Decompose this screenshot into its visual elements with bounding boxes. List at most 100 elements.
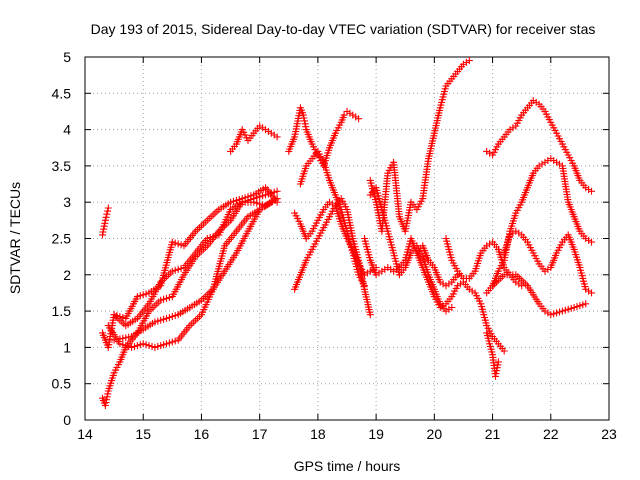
series-track-u xyxy=(483,329,502,380)
data-point xyxy=(212,232,220,240)
data-point xyxy=(270,188,278,196)
data-point xyxy=(103,210,111,218)
y-tick-label: 1.5 xyxy=(52,303,72,319)
data-point xyxy=(128,343,136,351)
y-tick-label: 5 xyxy=(63,49,71,65)
data-point xyxy=(142,341,150,349)
data-point xyxy=(564,305,572,313)
data-point xyxy=(227,198,235,206)
data-point xyxy=(104,207,112,215)
x-tick-label: 14 xyxy=(77,426,93,442)
data-point xyxy=(259,192,267,200)
data-point xyxy=(238,198,246,206)
data-point xyxy=(493,367,501,375)
series-track-f xyxy=(110,195,281,344)
data-point xyxy=(100,222,108,230)
x-tick-label: 18 xyxy=(310,426,326,442)
series-track-a xyxy=(99,204,112,239)
y-axis-ticks: 0 0.5 1 1.5 2 2.5 3 3.5 4 4.5 5 xyxy=(52,49,609,428)
data-point xyxy=(103,396,110,404)
data-point xyxy=(154,343,162,350)
data-point xyxy=(273,187,281,195)
x-tick-label: 22 xyxy=(543,426,559,442)
data-point xyxy=(119,334,127,342)
data-point xyxy=(165,339,173,347)
data-point xyxy=(570,304,578,311)
data-point xyxy=(588,238,595,246)
data-point xyxy=(493,364,501,372)
x-tick-label: 16 xyxy=(194,426,210,442)
series-track-h xyxy=(285,104,363,170)
series-track-g xyxy=(227,122,281,155)
data-point xyxy=(448,304,456,311)
data-point xyxy=(122,342,130,350)
data-point xyxy=(163,314,170,322)
data-point xyxy=(301,117,308,125)
y-tick-label: 4 xyxy=(63,122,71,138)
data-point xyxy=(125,333,133,341)
data-point xyxy=(171,337,179,345)
data-point xyxy=(241,197,249,205)
data-point xyxy=(174,265,182,273)
data-point xyxy=(104,204,112,212)
data-point xyxy=(133,342,141,350)
data-point xyxy=(494,358,502,366)
data-point xyxy=(250,195,258,203)
data-point xyxy=(576,302,584,310)
y-tick-label: 0 xyxy=(63,412,71,428)
data-point xyxy=(171,239,179,247)
x-tick-label: 15 xyxy=(135,426,151,442)
data-point xyxy=(340,111,348,119)
data-point xyxy=(157,316,165,324)
series-track-r xyxy=(500,227,595,297)
series-track-s xyxy=(483,155,595,297)
data-point xyxy=(256,193,264,201)
series-track-c xyxy=(99,195,281,409)
series-track-l xyxy=(366,57,473,235)
data-point xyxy=(299,111,307,119)
y-tick-label: 2.5 xyxy=(52,231,72,247)
data-point xyxy=(168,338,176,346)
data-point xyxy=(160,341,168,349)
y-tick-label: 3 xyxy=(63,194,71,210)
chart-title: Day 193 of 2015, Sidereal Day-to-day VTE… xyxy=(91,21,596,37)
data-point xyxy=(131,343,138,350)
data-point xyxy=(163,294,170,302)
data-point xyxy=(103,393,111,401)
data-point xyxy=(165,314,173,321)
data-point xyxy=(573,303,581,311)
series-track-p xyxy=(442,235,526,290)
data-point xyxy=(247,196,255,203)
data-point xyxy=(165,294,173,301)
data-point xyxy=(588,289,595,297)
data-point xyxy=(267,189,275,197)
data-point xyxy=(116,335,124,343)
data-points xyxy=(99,57,595,409)
data-point xyxy=(582,300,590,308)
data-point xyxy=(177,264,185,272)
data-point xyxy=(253,194,261,202)
data-point xyxy=(230,197,237,205)
data-point xyxy=(244,196,252,204)
data-point xyxy=(110,336,118,344)
data-point xyxy=(547,311,555,319)
data-point xyxy=(163,340,170,348)
series-track-k xyxy=(296,147,368,290)
data-point xyxy=(177,241,185,249)
data-point xyxy=(157,342,165,350)
y-tick-label: 1 xyxy=(63,339,71,355)
x-axis-label: GPS time / hours xyxy=(294,458,401,474)
data-point xyxy=(492,370,500,377)
data-point xyxy=(136,292,144,300)
data-point xyxy=(567,304,575,312)
x-tick-label: 19 xyxy=(368,426,384,442)
data-point xyxy=(139,340,147,348)
data-point xyxy=(579,301,587,309)
y-axis-label: SDTVAR / TECUs xyxy=(7,182,23,294)
data-point xyxy=(203,235,211,242)
data-point xyxy=(151,318,159,326)
data-point xyxy=(561,306,569,314)
data-point xyxy=(232,196,240,204)
data-point xyxy=(119,341,127,349)
